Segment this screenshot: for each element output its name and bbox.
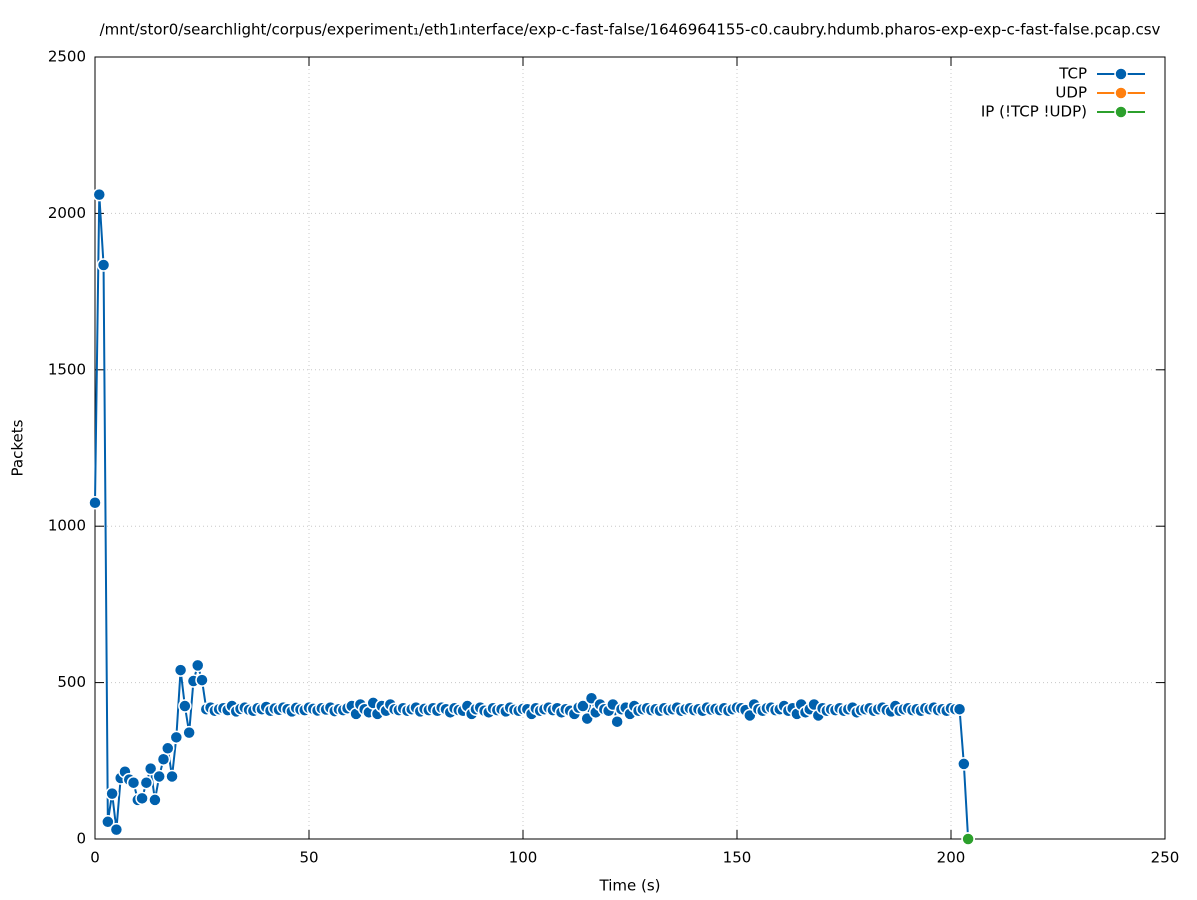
y-tick-label: 2000 <box>48 204 86 222</box>
legend-marker <box>1114 105 1128 119</box>
data-point <box>152 769 166 784</box>
x-tick-label: 150 <box>723 849 752 867</box>
x-tick-label: 0 <box>90 849 100 867</box>
data-point <box>957 757 971 771</box>
data-point <box>165 769 179 784</box>
y-tick-label: 0 <box>76 830 86 848</box>
data-point <box>135 791 149 806</box>
data-point <box>576 699 590 713</box>
legend-marker <box>1114 86 1128 100</box>
series <box>961 832 975 846</box>
data-point <box>109 822 124 837</box>
data-point <box>169 730 184 745</box>
data-point <box>105 786 119 801</box>
x-tick-label: 250 <box>1151 849 1180 867</box>
data-point <box>96 258 111 272</box>
data-point <box>178 699 192 713</box>
legend-label: IP (!TCP !UDP) <box>981 103 1087 121</box>
data-point <box>126 775 141 790</box>
data-point <box>88 495 102 510</box>
data-point <box>92 187 107 202</box>
data-point <box>190 658 205 673</box>
data-point <box>143 761 158 776</box>
data-point <box>182 725 196 740</box>
y-tick-label: 1500 <box>48 360 86 378</box>
legend-label: TCP <box>1058 65 1087 83</box>
data-point <box>961 832 975 846</box>
data-point <box>952 702 967 716</box>
series-line <box>94 194 970 840</box>
data-point <box>148 793 162 807</box>
y-tick-label: 2500 <box>48 48 86 66</box>
y-axis-label: Packets <box>9 419 27 476</box>
data-point <box>139 775 154 790</box>
x-axis-label: Time (s) <box>599 877 661 895</box>
x-tick-label: 50 <box>299 849 318 867</box>
series <box>88 187 975 846</box>
y-tick-label: 500 <box>57 673 86 691</box>
y-tick-label: 1000 <box>48 517 86 535</box>
plot-frame <box>94 56 1166 840</box>
data-point <box>173 663 188 677</box>
x-tick-label: 100 <box>509 849 538 867</box>
legend-marker <box>1114 67 1128 81</box>
data-point <box>161 741 175 756</box>
x-tick-label: 200 <box>937 849 966 867</box>
legend-label: UDP <box>1055 84 1087 102</box>
data-point <box>610 714 624 729</box>
chart-title: /mnt/stor0/searchlight/corpus/experiment… <box>100 21 1161 39</box>
data-point <box>195 673 209 687</box>
data-point <box>101 815 115 829</box>
